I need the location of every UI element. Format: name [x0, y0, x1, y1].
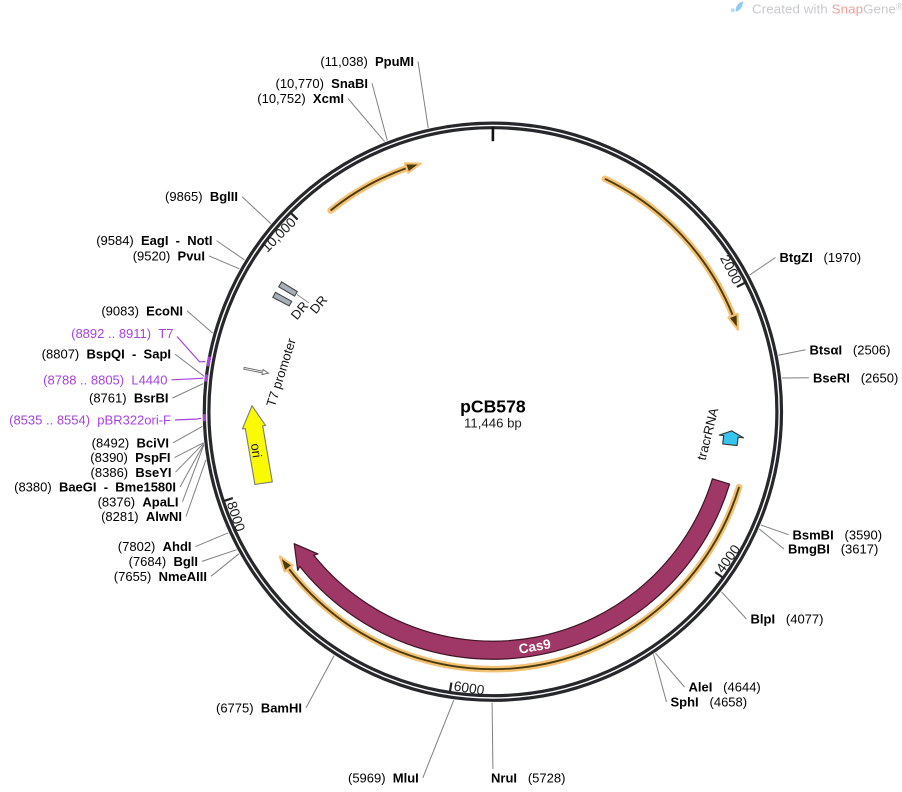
svg-text:(8376) ApaLI: (8376) ApaLI: [98, 494, 179, 509]
svg-text:(6775) BamHI: (6775) BamHI: [216, 701, 302, 716]
svg-text:(8761) BsrBI: (8761) BsrBI: [89, 391, 169, 406]
svg-text:(7655) NmeAIII: (7655) NmeAIII: [114, 569, 207, 584]
svg-text:(10,752) XcmI: (10,752) XcmI: [257, 91, 344, 106]
svg-text:NruI (5728): NruI (5728): [491, 771, 565, 786]
svg-text:(8492) BciVI: (8492) BciVI: [92, 435, 169, 450]
svg-text:(11,038) PpuMI: (11,038) PpuMI: [320, 54, 414, 69]
svg-text:(8390) PspFI: (8390) PspFI: [90, 450, 170, 465]
svg-text:BtsαI (2506): BtsαI (2506): [810, 342, 891, 357]
svg-text:(10,770) SnaBI: (10,770) SnaBI: [276, 76, 369, 91]
svg-text:(7684) BglI: (7684) BglI: [129, 554, 198, 569]
svg-text:(7802) AhdI: (7802) AhdI: [118, 539, 192, 554]
svg-text:AleI (4644): AleI (4644): [689, 680, 761, 695]
svg-text:Created with SnapGene®: Created with SnapGene®: [752, 2, 902, 17]
svg-text:BsmBI (3590): BsmBI (3590): [793, 527, 883, 542]
svg-text:(5969) MluI: (5969) MluI: [348, 771, 419, 786]
svg-text:11,446 bp: 11,446 bp: [464, 416, 522, 431]
svg-text:(8788 .. 8805) L4440: (8788 .. 8805) L4440: [43, 372, 167, 387]
svg-text:BlpI (4077): BlpI (4077): [751, 612, 824, 627]
svg-text:(8380) BaeGI - Bme1580I: (8380) BaeGI - Bme1580I: [14, 480, 176, 495]
svg-text:BtgZI (1970): BtgZI (1970): [780, 250, 862, 265]
svg-text:(8807) BspQI - SapI: (8807) BspQI - SapI: [42, 347, 171, 362]
svg-text:(8281) AlwNI: (8281) AlwNI: [101, 509, 182, 524]
svg-text:(9520) PvuI: (9520) PvuI: [133, 249, 205, 264]
svg-text:ori: ori: [248, 442, 265, 459]
svg-text:pCB578: pCB578: [460, 397, 526, 417]
svg-text:(9584) EagI - NotI: (9584) EagI - NotI: [96, 233, 212, 248]
svg-text:BseRI (2650): BseRI (2650): [813, 370, 898, 385]
svg-text:(9865) BglII: (9865) BglII: [165, 189, 238, 204]
svg-text:(8386) BseYI: (8386) BseYI: [91, 465, 172, 480]
svg-text:(8535 .. 8554) pBR322ori-F: (8535 .. 8554) pBR322ori-F: [9, 413, 171, 428]
svg-text:(8892 .. 8911) T7: (8892 .. 8911) T7: [71, 326, 173, 341]
svg-text:BmgBI (3617): BmgBI (3617): [788, 542, 878, 557]
svg-text:(9083) EcoNI: (9083) EcoNI: [101, 303, 183, 318]
svg-text:SphI (4658): SphI (4658): [671, 695, 748, 710]
